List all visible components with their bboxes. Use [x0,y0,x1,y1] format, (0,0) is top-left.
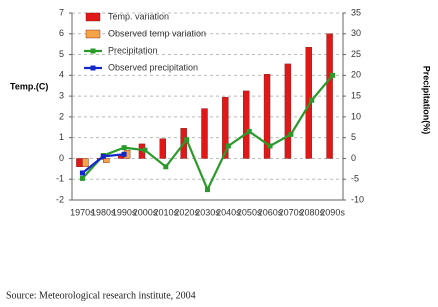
legend-marker [90,48,96,54]
x-tick-label: 1990s [112,207,137,217]
marker [205,187,210,193]
y-tick-label: 1 [59,132,64,142]
x-tick-label: 2020s [174,207,199,217]
marker [309,97,315,103]
y2-tick-label: 25 [351,49,361,59]
bar [201,108,208,159]
bar [263,74,271,159]
x-tick-label: 2080s [299,207,324,217]
legend-swatch [85,12,101,22]
x-tick-label: 2090s [320,207,345,217]
marker [100,153,106,159]
marker [163,164,169,170]
bar [326,33,333,159]
bar [82,158,89,167]
x-tick-label: 2070s [279,207,304,217]
bar [305,47,312,159]
bar [222,96,229,159]
y2-tick-label: 10 [351,111,361,121]
legend-label: Precipitation [108,45,158,55]
marker [288,131,294,137]
x-tick-label: 2050s [237,207,262,217]
marker [121,151,127,157]
marker [246,128,252,134]
y-tick-label: -1 [56,174,64,184]
legend-label: Temp. variation [108,11,169,21]
bar [242,90,250,159]
x-tick-label: 2040s [216,207,241,217]
y2-tick-label: 30 [351,28,361,38]
marker [330,72,336,78]
y-axis-title: Temp.(C) [10,81,48,91]
legend-label: Observed temp variation [108,28,206,38]
y2-axis-title: Precipitation(%) [422,66,432,135]
y-tick-label: 4 [59,70,64,80]
marker [184,137,190,143]
y2-tick-label: 35 [351,7,361,17]
source-note: Source: Meteorological research institut… [6,290,196,301]
y-tick-label: 7 [59,7,64,17]
marker [79,175,85,181]
marker [142,147,148,153]
marker [267,143,273,149]
y2-tick-label: 20 [351,70,361,80]
y-tick-label: 6 [59,28,64,38]
y-tick-label: 5 [59,49,64,59]
x-tick-label: 2000s [133,207,158,217]
x-tick-label: 2010s [154,207,179,217]
bar [159,138,167,159]
y-tick-label: -2 [56,194,64,204]
y-tick-label: 3 [59,90,64,100]
y-tick-label: 0 [59,153,64,163]
y-tick-label: 2 [59,111,64,121]
x-tick-label: 2060s [258,207,283,217]
legend-label: Observed precipitation [108,62,198,72]
x-tick-label: 1980s [91,207,116,217]
marker [79,170,85,176]
x-tick-label: 1970s [70,207,95,217]
marker [121,145,127,151]
legend-marker [90,65,96,71]
marker [225,143,231,149]
bar [76,158,83,167]
y2-tick-label: 5 [351,132,356,142]
x-tick-label: 2030s [195,207,220,217]
y2-tick-label: -10 [351,194,364,204]
legend-swatch [85,29,101,39]
bar [284,63,292,159]
y2-tick-label: -5 [351,174,359,184]
y2-tick-label: 0 [351,153,356,163]
bar [103,158,110,163]
y2-tick-label: 15 [351,90,361,100]
